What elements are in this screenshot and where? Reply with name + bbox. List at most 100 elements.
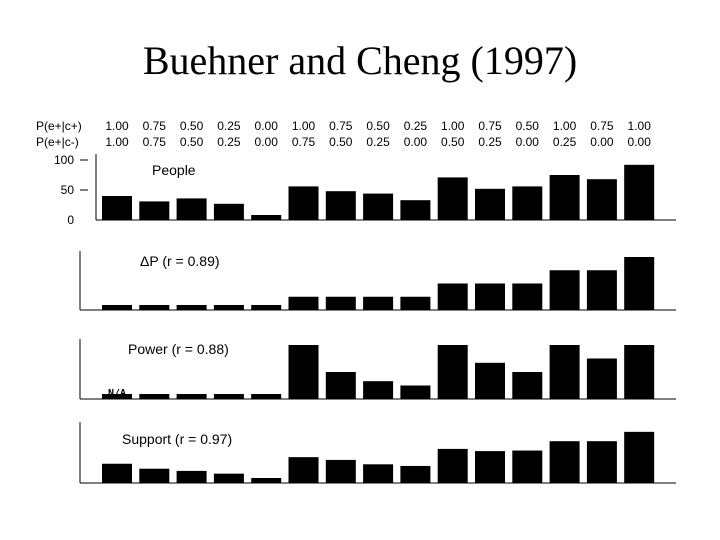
cminus-value: 0.25 <box>366 135 390 149</box>
cminus-value: 0.00 <box>404 135 428 149</box>
bar <box>363 381 394 399</box>
bar <box>624 431 655 483</box>
bar <box>437 345 468 399</box>
bar <box>475 362 505 399</box>
bar <box>512 450 543 483</box>
bar <box>363 296 394 310</box>
bar <box>176 198 207 220</box>
cminus-value: 0.50 <box>180 135 204 149</box>
bar <box>102 305 132 310</box>
bar <box>213 203 244 220</box>
bar <box>400 385 431 399</box>
bar <box>624 345 655 399</box>
bar <box>325 459 356 483</box>
bar <box>400 465 431 483</box>
cplus-value: 1.00 <box>441 119 465 133</box>
cplus-value: 1.00 <box>292 119 316 133</box>
cminus-value: 0.25 <box>553 135 577 149</box>
panel-label: Power (r = 0.88) <box>128 341 229 357</box>
bar <box>102 463 132 483</box>
bar <box>512 372 543 399</box>
bar <box>400 200 431 220</box>
bar <box>363 464 394 483</box>
cminus-value: 0.50 <box>329 135 353 149</box>
bar <box>251 394 282 399</box>
bar <box>288 345 319 399</box>
cplus-value: 1.00 <box>628 119 652 133</box>
bar <box>102 196 132 220</box>
panel-label: People <box>152 162 196 178</box>
bar <box>586 179 617 220</box>
cplus-value: 0.50 <box>366 119 390 133</box>
panel-label-text: Power (r = 0.88) <box>128 341 229 357</box>
condition-values: 1.00 1.00 0.75 0.75 0.50 0.50 0.25 0.25 0.00 0.00… <box>105 119 651 149</box>
panel-label: ΔP (r = 0.89) <box>140 253 220 269</box>
chart-panels: 100 50 0 People ΔP (r = 0.89) Power (r = 0.88… <box>54 153 676 484</box>
cplus-value: 0.75 <box>329 119 353 133</box>
cminus-value: 0.00 <box>516 135 540 149</box>
panel-label-text: P (r = 0.89) <box>149 253 219 269</box>
cplus-value: 0.00 <box>255 119 279 133</box>
bar <box>586 270 617 310</box>
cplus-value: 0.75 <box>590 119 614 133</box>
bar <box>139 468 170 483</box>
bar <box>251 305 282 310</box>
cminus-value: 0.25 <box>217 135 241 149</box>
bar <box>437 283 468 310</box>
cminus-value: 0.00 <box>255 135 279 149</box>
bar <box>549 345 580 399</box>
panel-label: Support (r = 0.97) <box>122 431 232 447</box>
bar <box>363 193 394 220</box>
cminus-value: 1.00 <box>105 135 129 149</box>
na-label: N/A <box>108 388 126 399</box>
bar <box>624 164 655 220</box>
bar <box>475 451 505 483</box>
delta-symbol: Δ <box>140 253 149 269</box>
cplus-value: 0.25 <box>217 119 241 133</box>
bar <box>213 394 244 399</box>
bar <box>586 441 617 483</box>
bar <box>325 372 356 399</box>
bar <box>325 191 356 220</box>
bar <box>176 470 207 483</box>
bar <box>586 358 617 399</box>
panel-label-text: People <box>152 162 196 178</box>
bar <box>251 478 282 483</box>
chart-panel: Support (r = 0.97) <box>79 422 676 484</box>
cminus-value: 0.50 <box>441 135 465 149</box>
cminus-value: 0.75 <box>143 135 167 149</box>
bar <box>400 296 431 310</box>
slide-title: Buehner and Cheng (1997) <box>142 38 578 83</box>
bar <box>139 394 170 399</box>
cminus-value: 0.00 <box>628 135 652 149</box>
bar <box>288 186 319 220</box>
bar <box>325 296 356 310</box>
bar <box>213 305 244 310</box>
bar <box>512 283 543 310</box>
y-tick-label: 50 <box>61 183 75 197</box>
cminus-row-label: P(e+|c-) <box>36 135 79 149</box>
bar <box>102 394 132 399</box>
chart-panel: 100 50 0 People <box>54 153 676 227</box>
cminus-value: 0.25 <box>478 135 502 149</box>
y-tick-label: 0 <box>67 213 74 227</box>
cminus-value: 0.00 <box>590 135 614 149</box>
bar <box>139 305 170 310</box>
bar <box>512 186 543 220</box>
bar <box>437 177 468 220</box>
bar <box>549 441 580 483</box>
bar <box>624 257 655 310</box>
bar <box>475 188 505 220</box>
cminus-value: 0.75 <box>292 135 316 149</box>
panel-label-text: Support (r = 0.97) <box>122 431 232 447</box>
chart-panel: ΔP (r = 0.89) <box>79 251 676 311</box>
chart-panel: Power (r = 0.88) N/A <box>79 339 676 400</box>
bar <box>288 296 319 310</box>
bar <box>437 448 468 483</box>
y-tick-label: 100 <box>54 153 74 167</box>
cplus-value: 0.75 <box>478 119 502 133</box>
bar <box>288 457 319 483</box>
bar <box>139 201 170 220</box>
bar <box>549 175 580 220</box>
